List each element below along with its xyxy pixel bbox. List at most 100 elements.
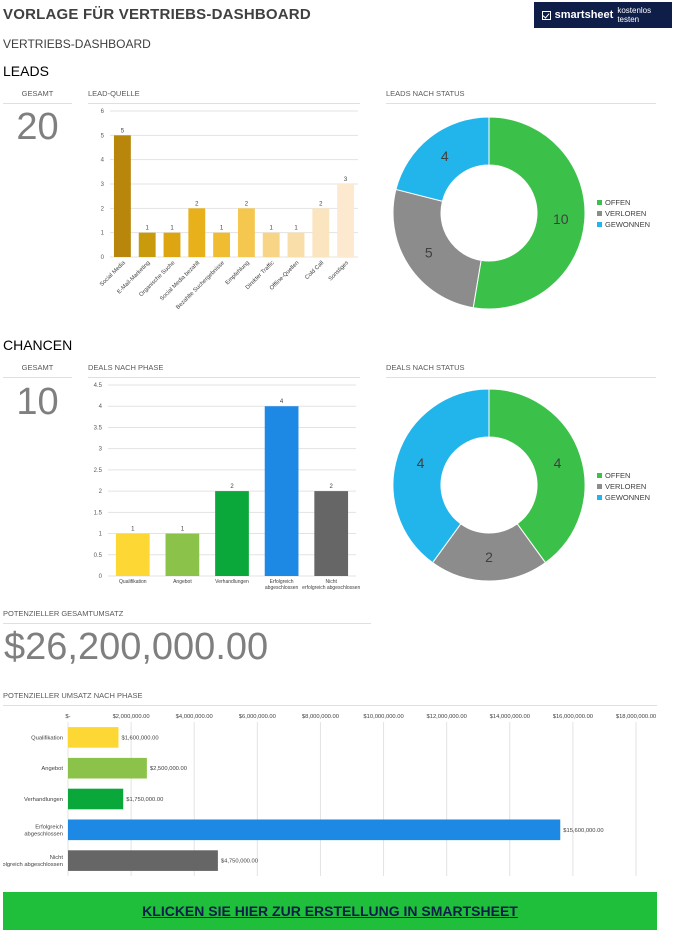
bar-value-label: 2 bbox=[319, 201, 323, 207]
bar-value-label: 5 bbox=[121, 128, 125, 134]
leads-status-legend: OFFEN VERLOREN GEWONNEN bbox=[597, 197, 650, 230]
bar bbox=[213, 232, 231, 257]
dashboard-title: VORLAGE FÜR VERTRIEBS-DASHBOARD bbox=[3, 6, 311, 23]
bar bbox=[314, 491, 349, 576]
y-tick-label: Angebot bbox=[41, 766, 63, 772]
donut-slice bbox=[472, 116, 586, 310]
legend-item-offen: OFFEN bbox=[597, 470, 650, 481]
revenue-phase-chart: $- $2,000,000.00 $4,000,000.00 $6,000,000.0… bbox=[3, 714, 656, 876]
bar-value-label: 1 bbox=[170, 226, 174, 232]
bar bbox=[312, 208, 330, 257]
logo-cta: kostenlos testen bbox=[617, 6, 652, 24]
x-tick-label: $12,000,000.00 bbox=[427, 714, 467, 720]
donut-slice bbox=[392, 388, 490, 564]
bar-value-label: 4 bbox=[280, 399, 284, 405]
deals-status-label: DEALS NACH STATUS bbox=[386, 363, 656, 378]
bar bbox=[115, 533, 150, 576]
donut-slice bbox=[395, 116, 490, 202]
x-tick-label: Verhandlungen bbox=[215, 579, 249, 585]
y-tick-label: erfolgreich abgeschlossen bbox=[3, 862, 63, 868]
bar-value-label: 1 bbox=[131, 527, 135, 533]
legend-item-verloren: VERLOREN bbox=[597, 481, 650, 492]
deals-phase-label: DEALS NACH PHASE bbox=[88, 363, 360, 378]
bar-value-label: $1,600,000.00 bbox=[121, 735, 158, 741]
y-tick-label: 1 bbox=[99, 532, 103, 538]
bar bbox=[138, 232, 156, 257]
x-tick-label: $14,000,000.00 bbox=[490, 714, 530, 720]
slice-value-label: 2 bbox=[485, 549, 493, 565]
bar bbox=[68, 757, 147, 779]
y-tick-label: Qualifikation bbox=[31, 735, 63, 741]
bar-value-label: 1 bbox=[146, 226, 150, 232]
bar-value-label: $1,750,000.00 bbox=[126, 797, 163, 803]
bar-value-label: $15,600,000.00 bbox=[563, 828, 603, 834]
bar bbox=[337, 184, 355, 257]
y-tick-label: 1.5 bbox=[94, 510, 103, 516]
y-tick-label: 3 bbox=[101, 182, 105, 188]
bar bbox=[237, 208, 255, 257]
slice-value-label: 5 bbox=[425, 244, 433, 260]
bar bbox=[215, 491, 249, 576]
y-tick-label: 1 bbox=[101, 231, 105, 237]
x-tick-label: $4,000,000.00 bbox=[176, 714, 213, 720]
x-tick-label: Bezahlte Suchergebnisse bbox=[175, 260, 226, 311]
x-tick-label: Sonstiges bbox=[328, 260, 350, 282]
x-tick-label: $18,000,000.00 bbox=[616, 714, 656, 720]
revenue-phase-label: POTENZIELLER UMSATZ NACH PHASE bbox=[3, 691, 657, 706]
bar bbox=[68, 819, 561, 841]
leads-total-value: 20 bbox=[16, 106, 59, 148]
x-tick-label: Nicht bbox=[325, 579, 337, 585]
bar-value-label: 1 bbox=[220, 226, 224, 232]
leads-status-donut: 10 5 4 bbox=[392, 116, 586, 310]
y-tick-label: 0 bbox=[99, 574, 103, 580]
donut-slice bbox=[488, 388, 586, 564]
y-tick-label: Verhandlungen bbox=[24, 797, 63, 803]
legend-item-verloren: VERLOREN bbox=[597, 208, 650, 219]
y-tick-label: 3 bbox=[99, 447, 103, 453]
x-tick-label: $8,000,000.00 bbox=[302, 714, 339, 720]
deals-status-donut: 4 2 4 bbox=[392, 388, 586, 582]
checkmark-icon bbox=[542, 10, 551, 20]
revenue-total-label: POTENZIELLER GESAMTUMSATZ bbox=[3, 609, 371, 624]
x-tick-label: $2,000,000.00 bbox=[113, 714, 150, 720]
y-tick-label: Nicht bbox=[50, 855, 64, 861]
revenue-total-value: $26,200,000.00 bbox=[4, 626, 269, 668]
x-tick-label: Erfolgreich bbox=[270, 579, 294, 585]
bar-value-label: $2,500,000.00 bbox=[150, 766, 187, 772]
x-tick-label: $- bbox=[65, 714, 70, 720]
bar bbox=[287, 232, 305, 257]
legend-item-gewonnen: GEWONNEN bbox=[597, 219, 650, 230]
x-tick-label: $10,000,000.00 bbox=[363, 714, 403, 720]
bar bbox=[113, 135, 131, 257]
slice-value-label: 4 bbox=[441, 148, 449, 164]
x-tick-label: erfolgreich abgeschlossen bbox=[302, 585, 360, 591]
cta-banner[interactable]: KLICKEN SIE HIER ZUR ERSTELLUNG IN SMART… bbox=[3, 892, 657, 930]
bar bbox=[68, 850, 218, 871]
chancen-section-title: CHANCEN bbox=[3, 337, 73, 353]
deals-status-legend: OFFEN VERLOREN GEWONNEN bbox=[597, 470, 650, 503]
bar-value-label: 1 bbox=[270, 226, 274, 232]
page-subtitle: VERTRIEBS-DASHBOARD bbox=[3, 37, 151, 51]
leads-status-label: LEADS NACH STATUS bbox=[386, 89, 656, 104]
y-tick-label: 0 bbox=[101, 255, 105, 261]
x-tick-label: Empfehlung bbox=[225, 260, 251, 286]
bar bbox=[68, 788, 124, 810]
bar bbox=[262, 232, 280, 257]
bar-value-label: $4,750,000.00 bbox=[221, 859, 258, 865]
leads-total-label: GESAMT bbox=[3, 89, 72, 104]
x-tick-label: abgeschlossen bbox=[265, 585, 299, 591]
bar-value-label: 2 bbox=[330, 484, 334, 490]
bar bbox=[165, 533, 200, 576]
smartsheet-logo[interactable]: smartsheet kostenlos testen bbox=[534, 2, 672, 28]
y-tick-label: 2 bbox=[99, 489, 103, 495]
x-tick-label: Qualifikation bbox=[119, 579, 147, 585]
y-tick-label: 3.5 bbox=[94, 425, 103, 431]
bar bbox=[264, 406, 299, 576]
deals-phase-chart: 0 0.5 1 1.5 2 2.5 3 3.5 4 4.5 1 Qualifikation 1 Angeb… bbox=[94, 383, 361, 591]
x-tick-label: $6,000,000.00 bbox=[239, 714, 276, 720]
y-tick-label: 0.5 bbox=[94, 553, 103, 559]
y-tick-label: abgeschlossen bbox=[24, 831, 63, 837]
y-tick-label: 2 bbox=[101, 206, 105, 212]
create-in-smartsheet-link[interactable]: KLICKEN SIE HIER ZUR ERSTELLUNG IN SMART… bbox=[142, 903, 518, 919]
